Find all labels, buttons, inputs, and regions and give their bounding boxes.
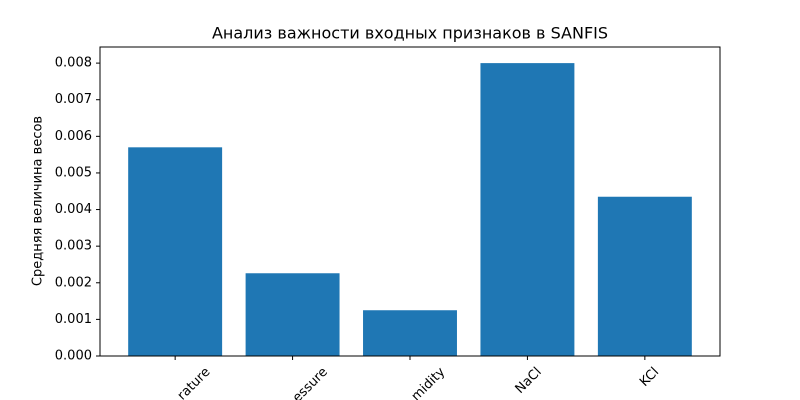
x-tick-label: rature	[175, 365, 214, 400]
y-tick-label: 0.002	[55, 275, 92, 290]
chart-title: Анализ важности входных признаков в SANF…	[212, 24, 608, 43]
x-tick-label: NaCl	[513, 365, 545, 397]
y-tick-label: 0.000	[55, 349, 92, 364]
bar	[245, 273, 340, 356]
y-tick-label: 0.008	[55, 56, 92, 71]
bar	[480, 63, 575, 356]
y-tick-label: 0.007	[55, 92, 92, 107]
y-axis-label: Средняя величина весов	[31, 116, 46, 286]
plot-frame	[99, 46, 721, 357]
x-tick-label: KCl	[637, 365, 662, 390]
bar	[597, 196, 692, 356]
y-tick-label: 0.005	[55, 165, 92, 180]
y-tick-label: 0.001	[55, 312, 92, 327]
bar	[128, 147, 223, 356]
y-tick-label: 0.006	[55, 129, 92, 144]
x-tick-label: midity	[409, 364, 449, 400]
y-tick-label: 0.003	[55, 239, 92, 254]
y-tick-label: 0.004	[55, 202, 92, 217]
bar	[363, 310, 457, 356]
x-tick-label: essure	[290, 365, 331, 400]
